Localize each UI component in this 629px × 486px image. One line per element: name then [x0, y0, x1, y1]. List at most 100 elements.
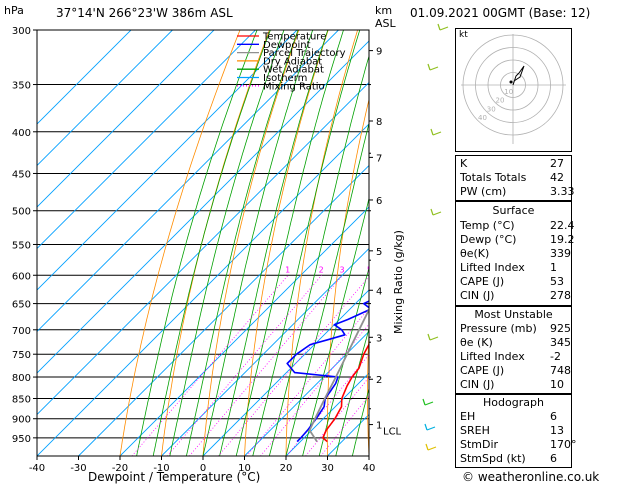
wet-adiabat-line	[335, 327, 369, 456]
wind-barb-feather	[424, 423, 428, 431]
temperature-tick-label: 30	[321, 463, 334, 474]
wind-barb	[439, 26, 449, 31]
isotherm-line	[37, 30, 298, 291]
hodograph-row: EH 6	[456, 410, 571, 424]
mixing-ratio-label: 1	[285, 265, 290, 274]
location-label: 37°14'N 266°23'W 386m ASL	[56, 6, 233, 20]
wet-adiabat-line	[235, 30, 344, 456]
height-tick-label: 3	[376, 333, 382, 344]
hodograph-ring-label: 20	[496, 97, 505, 105]
surface-row: CIN (J) 278	[456, 289, 571, 303]
wet-adiabat-line	[302, 196, 369, 456]
surface-key: CIN (J)	[460, 289, 495, 302]
mixing-ratio-axis-title: Mixing Ratio (g/kg)	[392, 230, 405, 334]
surface-value: 53	[550, 275, 564, 288]
most-unstable-key: θe (K)	[460, 336, 493, 349]
surface-row: Lifted Index 1	[456, 261, 571, 275]
surface-row: CAPE (J) 53	[456, 275, 571, 289]
pressure-tick-label: 500	[12, 207, 31, 218]
hodograph-value: 170°	[550, 438, 577, 451]
wet-adiabat-line	[318, 266, 369, 456]
height-tick-label: 2	[376, 375, 382, 386]
isotherm-line	[244, 330, 369, 456]
isotherm-line	[37, 30, 132, 125]
most-unstable-value: 748	[550, 364, 571, 377]
hodograph-row: StmDir 170°	[456, 438, 577, 452]
hodograph-unit: kt	[459, 30, 468, 40]
pressure-tick-label: 800	[12, 373, 31, 384]
mixing-ratio-line	[260, 323, 369, 456]
temperature-tick-label: -30	[70, 463, 86, 474]
pressure-tick-label: 600	[12, 271, 31, 282]
isotherm-line	[37, 81, 369, 416]
wind-barb-feather	[430, 208, 434, 216]
hodograph-ring-label: 40	[478, 114, 487, 122]
dry-adiabat-line	[202, 30, 300, 456]
dry-adiabat-line	[406, 30, 445, 456]
legend-label: Parcel Trajectory	[263, 48, 346, 59]
pressure-tick-label: 350	[12, 81, 31, 92]
isotherm-line	[37, 40, 369, 374]
surface-key: θe(K)	[460, 247, 490, 260]
indices-value: 3.33	[550, 185, 575, 198]
pressure-tick-label: 450	[12, 169, 31, 180]
height-tick-label: 4	[376, 286, 382, 297]
series-parcel-trajectory-line	[308, 307, 369, 443]
isotherm-line	[161, 247, 369, 456]
pressure-tick-label: 750	[12, 350, 31, 361]
most-unstable-key: CAPE (J)	[460, 364, 505, 377]
storm-motion-marker	[509, 80, 513, 84]
surface-title: Surface	[492, 204, 535, 217]
isotherm-line	[37, 30, 256, 250]
wet-adiabat-line	[352, 387, 369, 456]
legend-label: Dry Adiabat	[263, 56, 322, 67]
wet-adiabat-line	[285, 121, 369, 456]
legend-label: Isotherm	[263, 73, 307, 84]
mixing-ratio-line	[218, 275, 369, 456]
hodograph-table: Hodograph EH 6 SREH 13 StmDir 170° StmSpd (…	[455, 394, 577, 468]
surface-key: Dewp (°C)	[460, 233, 517, 246]
pressure-tick-label: 300	[12, 26, 31, 37]
lcl-label: LCL	[383, 426, 402, 437]
isotherm-line	[202, 289, 369, 456]
surface-key: Lifted Index	[460, 261, 525, 274]
datetime-label: 01.09.2021 00GMT (Base: 12)	[410, 6, 591, 20]
pressure-tick-label: 550	[12, 240, 31, 251]
hodograph-key: SREH	[460, 424, 490, 437]
wet-adiabat-line	[269, 54, 369, 456]
surface-value: 1	[550, 261, 557, 274]
wind-barb-feather	[427, 63, 431, 71]
most-unstable-key: CIN (J)	[460, 378, 495, 391]
mixing-ratio-label: 3	[339, 265, 344, 274]
pressure-tick-label: 400	[12, 128, 31, 139]
temperature-tick-label: -40	[29, 463, 45, 474]
wind-barb	[424, 401, 434, 406]
isotherm-line	[78, 164, 369, 456]
hodograph-panel: 10 20 30 40 kt	[455, 28, 572, 152]
most-unstable-row: CIN (J) 10	[456, 378, 571, 392]
hodograph-ring-label: 30	[487, 105, 496, 113]
isotherm-line	[285, 372, 369, 456]
wind-barb	[426, 426, 436, 431]
x-axis-title: Dewpoint / Temperature (°C)	[88, 470, 261, 484]
mixing-ratio-label: 5	[367, 265, 372, 274]
copyright-label: © weatheronline.co.uk	[462, 470, 600, 484]
most-unstable-key: Pressure (mb)	[460, 322, 537, 335]
temperature-tick-label: -20	[112, 463, 128, 474]
surface-key: CAPE (J)	[460, 275, 505, 288]
wind-barb-feather	[437, 23, 441, 31]
hodograph-value: 6	[550, 452, 557, 465]
wind-barb-feather	[425, 443, 429, 451]
most-unstable-table: Most Unstable Pressure (mb) 925 θe (K) 345…	[455, 306, 572, 394]
indices-key: Totals Totals	[460, 171, 527, 184]
dry-adiabat-line	[617, 30, 629, 456]
hodograph-value: 13	[550, 424, 564, 437]
wind-barb	[427, 446, 437, 451]
surface-value: 278	[550, 289, 571, 302]
indices-table: K 27 Totals Totals 42 PW (cm) 3.33	[455, 155, 575, 201]
wet-adiabat-line	[202, 30, 314, 456]
height-tick-label: 6	[376, 196, 382, 207]
dry-adiabat-line	[244, 30, 329, 456]
